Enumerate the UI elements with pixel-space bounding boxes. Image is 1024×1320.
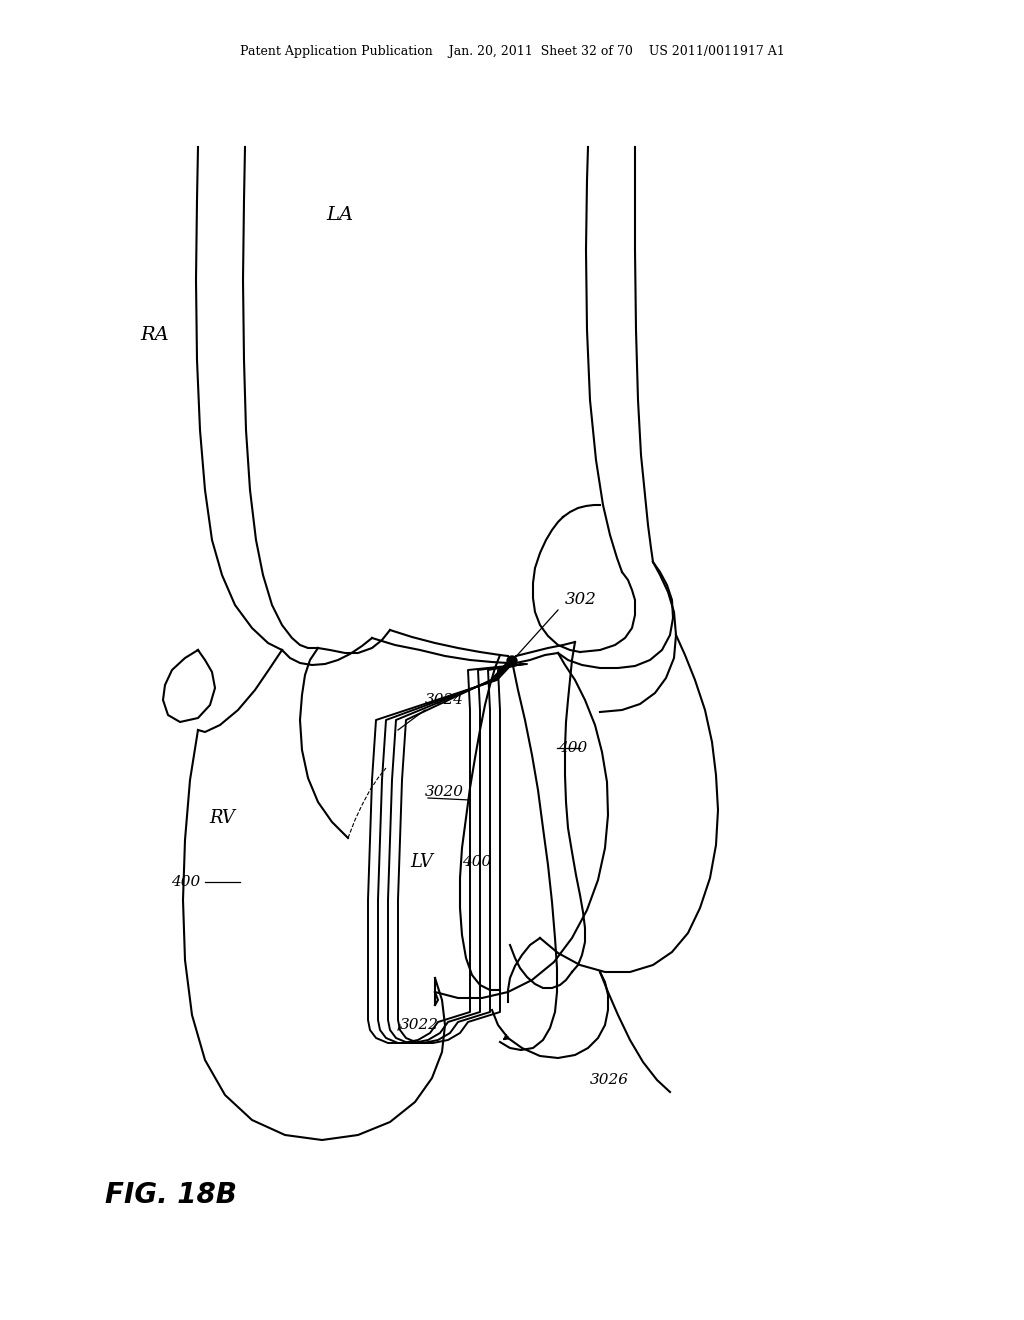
Text: LA: LA: [327, 206, 353, 224]
Text: 400: 400: [171, 875, 200, 888]
Text: FIG. 18B: FIG. 18B: [105, 1181, 237, 1209]
Text: 3020: 3020: [425, 785, 464, 799]
Text: 400: 400: [558, 741, 587, 755]
Text: 3024: 3024: [425, 693, 464, 708]
Text: RA: RA: [140, 326, 169, 345]
Text: LV: LV: [411, 853, 433, 871]
Text: Patent Application Publication    Jan. 20, 2011  Sheet 32 of 70    US 2011/00119: Patent Application Publication Jan. 20, …: [240, 45, 784, 58]
Text: 302: 302: [565, 591, 597, 609]
Text: 3022: 3022: [400, 1018, 439, 1032]
Text: 3026: 3026: [590, 1073, 629, 1086]
Text: 400: 400: [462, 855, 492, 869]
Text: RV: RV: [209, 809, 234, 828]
Circle shape: [507, 656, 517, 667]
